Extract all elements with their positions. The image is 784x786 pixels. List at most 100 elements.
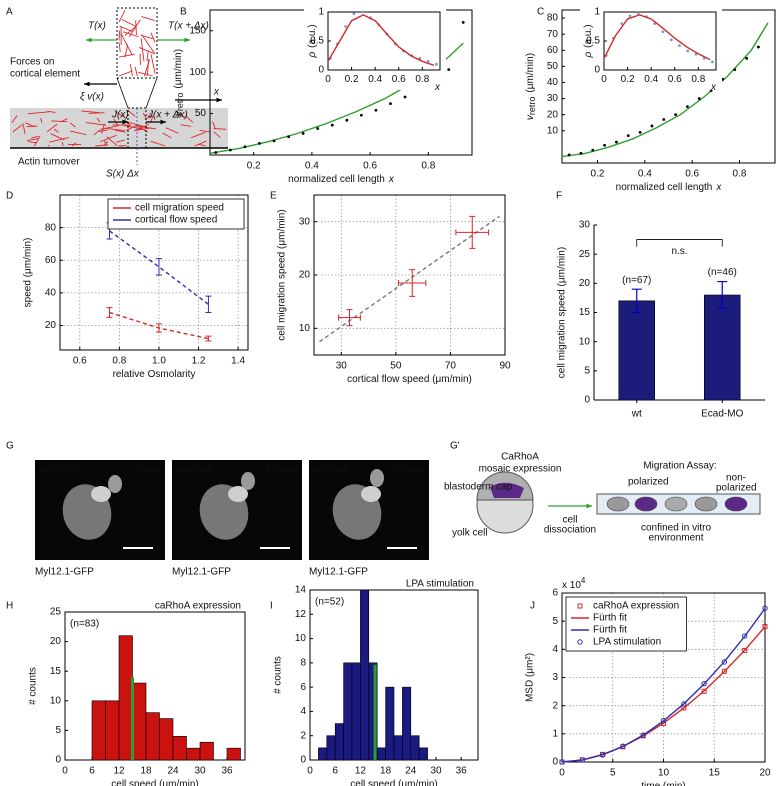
y-tick-label: 5 [552, 616, 558, 627]
x-axis-label: cortical flow speed (μm/min) [347, 374, 472, 385]
axis-multiplier: x 104 [562, 576, 586, 591]
data-point [426, 59, 430, 63]
actin-filament [124, 26, 137, 36]
y-axis-variable: ρ [583, 52, 594, 59]
image-label: caRhoA [39, 465, 75, 476]
y-tick-label: 5 [584, 365, 590, 376]
y-axis-variable: ρ [307, 52, 318, 59]
x-tick-label: 0 [325, 74, 331, 85]
y-tick-label: 20 [45, 320, 57, 331]
actin-filament [212, 121, 216, 130]
data-point [316, 127, 320, 130]
actin-filament [115, 111, 126, 118]
data-point [620, 743, 626, 749]
bar-annotation: (n=46) [708, 267, 737, 278]
flux-arrow-head [122, 119, 128, 125]
actin-filament [141, 16, 156, 21]
data-point [721, 77, 725, 81]
actin-filament [22, 123, 26, 135]
error-bar [155, 258, 162, 276]
data-point [745, 56, 748, 60]
actin-filament [138, 47, 154, 54]
x-tick-label: 0.6 [363, 161, 377, 172]
data-point [360, 10, 364, 14]
actin-filament [11, 115, 18, 123]
actin-filament [27, 138, 39, 141]
image-label: caRhoA [176, 465, 212, 476]
x-tick-label: 24 [167, 766, 179, 777]
actin-filament [126, 121, 144, 127]
multiplier-base: x 10 [562, 580, 581, 591]
panel-label: J [530, 601, 535, 612]
x-axis-label-text: x [434, 81, 441, 92]
y-tick-label: 60 [45, 255, 57, 266]
x-tick-label: 6 [89, 766, 95, 777]
histogram-bar [334, 723, 344, 761]
x-axis-label-text: cell speed (μm/min) [111, 779, 198, 786]
data-point [674, 113, 677, 117]
data-point [214, 151, 218, 154]
y-tick-label: 1 [594, 7, 600, 18]
data-point [686, 49, 690, 53]
bar [703, 294, 741, 401]
cell [724, 496, 748, 512]
data-point [721, 659, 728, 665]
histogram-bar [172, 736, 187, 761]
bleb [108, 475, 122, 493]
diagram-label: cell [562, 515, 577, 526]
x-tick-label: 5 [610, 768, 616, 779]
histogram-bar [132, 682, 147, 761]
image-time: 0sec [140, 465, 161, 476]
actin-filament [190, 131, 206, 139]
x-tick-label: 6 [332, 766, 338, 777]
annotation: Actin turnover [18, 157, 80, 168]
x-axis-label-text: time (min) [641, 781, 685, 786]
y-axis-label: vretro (μm/min) [173, 49, 186, 116]
panel-label: B [180, 7, 187, 18]
y-tick-label: 3 [552, 672, 558, 683]
panel-label: D [6, 191, 13, 202]
cell [694, 496, 718, 512]
y-tick-label: 70 [547, 29, 559, 40]
y-tick-label: 0.5 [586, 36, 600, 47]
bar-annotation: (n=67) [622, 275, 651, 286]
actin-filament [81, 110, 100, 114]
actin-filament [121, 19, 136, 27]
y-tick-label: 6 [300, 682, 306, 693]
actin-filament [33, 135, 41, 147]
significance-bracket [636, 239, 723, 247]
x-axis-label-text: cortical flow speed (μm/min) [347, 374, 472, 385]
x-axis-label-text: normalized cell length [288, 174, 385, 185]
actin-filament [177, 114, 186, 118]
y-tick-label: 30 [547, 93, 559, 104]
diagram-label: polarized [716, 483, 757, 494]
y-tick-label: 4 [552, 644, 558, 655]
x-tick-label: 0.8 [691, 74, 705, 85]
y-tick-label: 0 [300, 755, 306, 766]
actin-filament [150, 140, 166, 147]
histogram-bar [410, 735, 420, 761]
x-tick-label: 30 [194, 766, 206, 777]
histogram-bar [105, 700, 120, 761]
x-tick-label: 0.4 [638, 169, 652, 180]
actin-filament [213, 131, 221, 138]
actin-filament [198, 143, 207, 147]
histogram-bar [393, 735, 403, 761]
image-caption: Myl12.1-GFP [309, 567, 368, 578]
actin-filament [120, 33, 133, 56]
panel-label: H [6, 601, 13, 612]
histogram-bar [199, 741, 214, 761]
image-time: 100sec [266, 465, 298, 476]
cell [606, 496, 630, 512]
data-point [701, 680, 707, 687]
diagram-label: blastoderm cap [444, 482, 513, 493]
error-bar [155, 323, 162, 333]
y-tick-label: 10 [299, 323, 311, 334]
y-tick-label: 15 [579, 307, 591, 318]
legend-swatch [577, 639, 583, 645]
series-line [327, 14, 435, 67]
actin-filament [50, 133, 65, 141]
annotation: Forces on [10, 57, 54, 68]
data-point [374, 108, 378, 112]
annotation: (n=83) [70, 619, 99, 630]
